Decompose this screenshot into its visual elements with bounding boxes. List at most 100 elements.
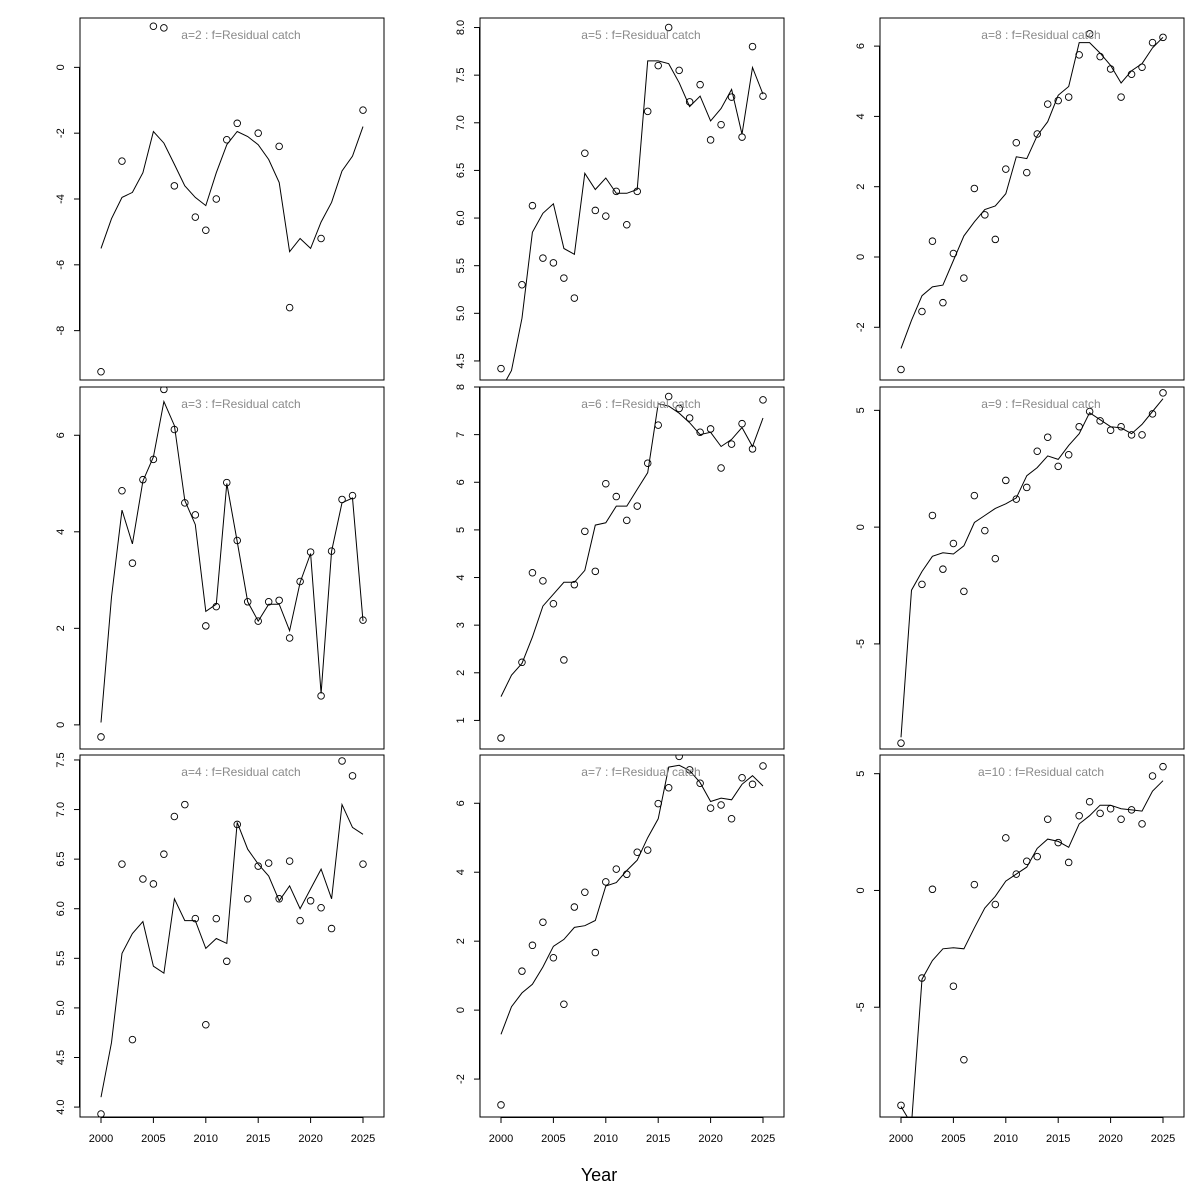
observed-point <box>949 982 958 990</box>
y-tick-label: 5.0 <box>455 306 467 321</box>
observed-point <box>675 66 683 75</box>
plot-frame <box>479 754 785 1118</box>
observed-point <box>1085 30 1094 38</box>
observed-point <box>591 567 600 576</box>
y-tick-label: 5.5 <box>455 258 467 273</box>
panel-title: a=9 : f=Residual catch <box>981 397 1100 411</box>
y-tick-label: -4 <box>55 194 67 204</box>
observed-point <box>327 547 336 555</box>
observed-point <box>570 903 579 911</box>
observed-point <box>170 425 179 434</box>
observed-point <box>528 201 537 210</box>
observed-point <box>560 1000 568 1009</box>
y-tick-label: 4 <box>55 529 67 535</box>
observed-point <box>1023 168 1031 177</box>
observed-point <box>306 548 315 556</box>
x-tick-label: 2005 <box>141 1133 165 1145</box>
y-tick-label: 6.5 <box>455 163 467 178</box>
observed-point <box>602 479 610 488</box>
observed-point <box>149 22 158 30</box>
observed-point <box>191 511 200 519</box>
observed-point <box>706 425 715 433</box>
y-tick-label: 4 <box>855 113 867 119</box>
observed-point <box>602 212 610 220</box>
observed-point <box>960 587 968 596</box>
observed-point <box>317 903 325 912</box>
x-tick-label: 2010 <box>994 1133 1018 1145</box>
observed-point <box>1064 93 1073 101</box>
panel-title: a=2 : f=Residual catch <box>181 28 300 42</box>
x-tick-label: 2000 <box>889 1133 913 1145</box>
observed-point <box>738 419 746 428</box>
chart-panel-2: 4.5 5.0 5.5 6.0 6.5 7.0 7.5 8.0 a=5 : f=Residual… <box>455 17 785 381</box>
plot-frame <box>479 386 785 750</box>
x-tick-label: 2010 <box>194 1133 218 1145</box>
observed-point <box>1043 100 1052 108</box>
observed-point <box>1085 797 1094 806</box>
observed-point <box>1117 815 1125 823</box>
observed-point <box>285 634 294 642</box>
y-tick-label: 4 <box>455 869 467 875</box>
observed-point <box>1138 431 1146 439</box>
observed-point <box>991 554 1000 563</box>
y-tick-label: 5 <box>455 527 467 533</box>
observed-point <box>1106 65 1115 73</box>
fitted-line <box>100 802 364 1098</box>
observed-point <box>191 914 200 923</box>
y-tick-label: 6 <box>455 479 467 485</box>
observed-point <box>970 491 979 500</box>
plot-area <box>897 30 1167 374</box>
observed-point <box>1002 834 1010 842</box>
fitted-line <box>100 126 364 253</box>
observed-point <box>654 61 662 70</box>
observed-point <box>539 254 547 262</box>
observed-point <box>233 119 241 128</box>
y-tick-label: 0 <box>855 887 867 893</box>
observed-point <box>118 157 126 165</box>
observed-point <box>928 511 937 520</box>
observed-point <box>170 182 179 190</box>
plot-frame <box>79 17 385 381</box>
observed-point <box>1075 422 1083 431</box>
observed-point <box>928 237 937 245</box>
plot-frame <box>79 754 385 1118</box>
y-tick-label: 5 <box>855 407 867 413</box>
observed-point <box>643 459 652 467</box>
observed-point <box>1075 51 1083 59</box>
observed-point <box>1002 476 1010 485</box>
observed-point <box>981 211 989 219</box>
observed-point <box>497 734 505 742</box>
observed-point <box>202 226 210 235</box>
observed-point <box>223 957 231 966</box>
panel-title: a=8 : f=Residual catch <box>981 28 1100 42</box>
observed-point <box>296 577 304 586</box>
observed-point <box>243 598 252 606</box>
y-tick-label: 3 <box>455 622 467 628</box>
observed-point <box>160 24 168 32</box>
y-tick-label: -5 <box>855 1002 867 1012</box>
observed-point <box>685 414 694 422</box>
x-tick-label: 2015 <box>1046 1133 1070 1145</box>
x-tick-label: 2025 <box>751 1133 775 1145</box>
observed-point <box>1096 809 1104 818</box>
observed-point <box>897 1101 905 1110</box>
observed-point <box>212 914 221 923</box>
observed-point <box>128 559 137 567</box>
y-tick-label: 0 <box>855 254 867 260</box>
observed-point <box>1127 70 1136 78</box>
plot-area <box>897 389 1167 747</box>
observed-point <box>139 475 147 484</box>
observed-point <box>1054 838 1062 847</box>
observed-point <box>539 918 547 926</box>
observed-point <box>348 772 357 780</box>
observed-point <box>1127 806 1136 814</box>
observed-point <box>359 616 367 624</box>
observed-point <box>939 565 947 573</box>
x-axis-title: Year <box>581 1165 617 1185</box>
observed-point <box>664 784 673 792</box>
observed-point <box>338 495 346 504</box>
observed-point <box>97 1110 105 1117</box>
chart-panel-4: 0 2 4 6 a=3 : f=Residual catch <box>55 386 385 750</box>
panel-title: a=6 : f=Residual catch <box>581 397 700 411</box>
plot-frame <box>479 17 785 381</box>
